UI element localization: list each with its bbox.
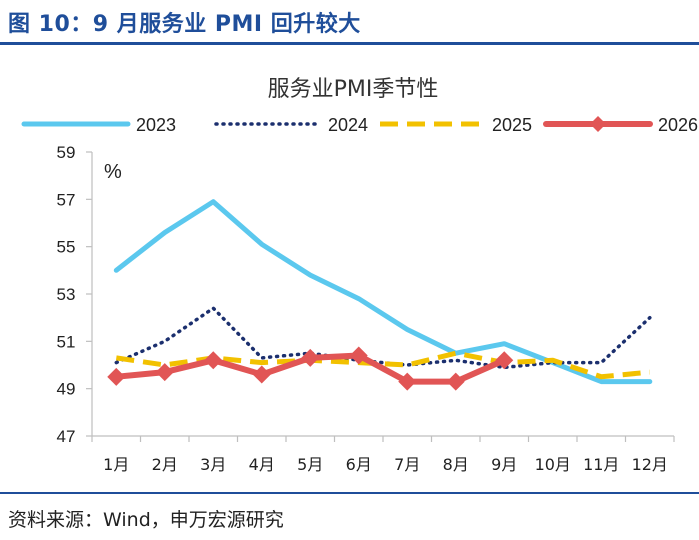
x-tick-label: 9月 bbox=[491, 455, 517, 474]
x-tick-label: 11月 bbox=[583, 455, 619, 474]
figure-caption: 图 10：9 月服务业 PMI 回升较大 bbox=[8, 12, 361, 37]
x-tick-label: 2月 bbox=[152, 455, 178, 474]
x-tick-label: 4月 bbox=[249, 455, 275, 474]
data-point-2026 bbox=[495, 351, 514, 370]
axes: 47 49 51 53 55 57 59 1月 2月 3月 4月 5月 6月 7月 8月 9月 10月 11月 12… bbox=[57, 143, 675, 474]
x-tick-label: 6月 bbox=[346, 455, 372, 474]
series-line-2025 bbox=[115, 350, 651, 380]
y-tick-label: 53 bbox=[57, 285, 76, 304]
chart-title: 服务业PMI季节性 bbox=[268, 77, 439, 102]
x-tick-label: 12月 bbox=[632, 455, 668, 474]
data-point-2026 bbox=[204, 351, 223, 370]
data-point-2026 bbox=[107, 367, 126, 386]
y-tick-label: 55 bbox=[57, 238, 76, 257]
legend-marker-2026 bbox=[590, 116, 606, 132]
x-tick-label: 8月 bbox=[443, 455, 469, 474]
legend-label-2023: 2023 bbox=[136, 115, 176, 135]
data-point-2026 bbox=[446, 372, 465, 391]
chart-svg: 服务业PMI季节性 2023 2024 2025 2026 47 49 51 53 55 57 5… bbox=[21, 77, 698, 474]
y-unit-label: % bbox=[104, 161, 122, 183]
data-point-2026 bbox=[252, 365, 271, 384]
x-tick-label: 5月 bbox=[297, 455, 323, 474]
y-tick-label: 59 bbox=[57, 143, 76, 162]
legend-label-2026: 2026 bbox=[658, 115, 698, 135]
y-tick-label: 47 bbox=[57, 427, 76, 446]
x-tick-label: 10月 bbox=[535, 455, 571, 474]
y-tick-label: 51 bbox=[57, 332, 76, 351]
legend: 2023 2024 2025 2026 bbox=[21, 115, 698, 135]
data-point-2026 bbox=[301, 348, 320, 367]
data-point-2026 bbox=[349, 346, 368, 365]
series-line-2023 bbox=[113, 199, 653, 385]
legend-label-2025: 2025 bbox=[492, 115, 532, 135]
x-tick-label: 1月 bbox=[103, 455, 129, 474]
source-divider bbox=[0, 492, 699, 494]
caption-divider bbox=[0, 42, 699, 45]
series-layer bbox=[107, 199, 653, 391]
x-tick-label: 3月 bbox=[200, 455, 226, 474]
y-tick-label: 49 bbox=[57, 380, 76, 399]
x-tick-label: 7月 bbox=[394, 455, 420, 474]
data-point-2026 bbox=[398, 372, 417, 391]
data-point-2026 bbox=[155, 363, 174, 382]
source-note: 资料来源：Wind，申万宏源研究 bbox=[8, 509, 284, 531]
legend-label-2024: 2024 bbox=[328, 115, 368, 135]
y-tick-label: 57 bbox=[57, 190, 76, 209]
